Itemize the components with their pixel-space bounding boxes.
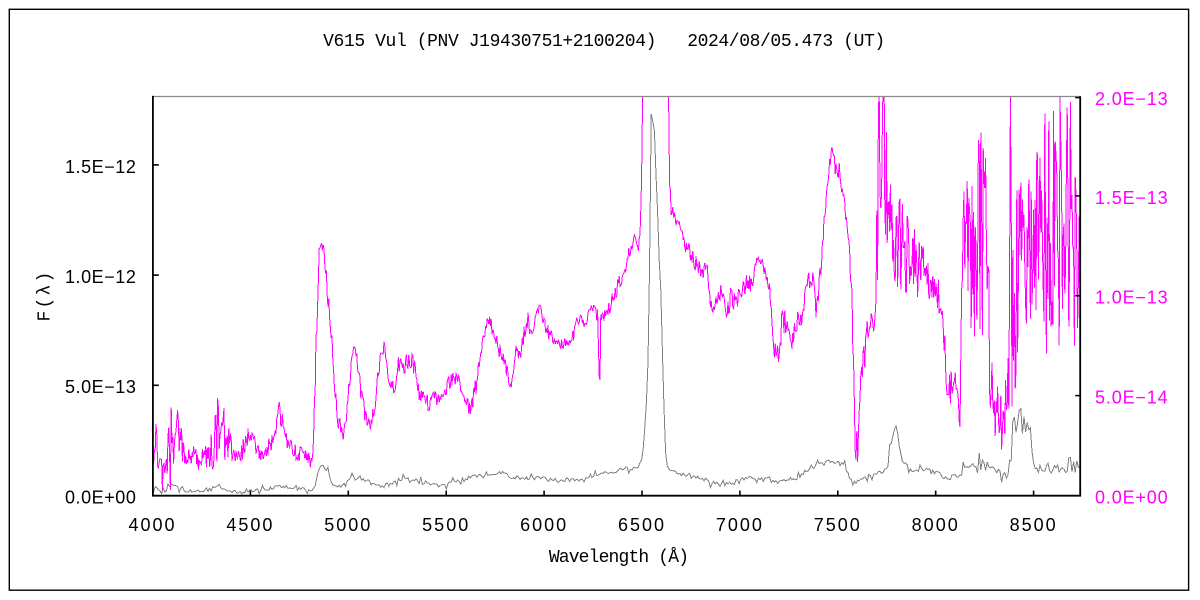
- svg-text:1.5E−12: 1.5E−12: [65, 157, 136, 177]
- svg-text:4500: 4500: [226, 515, 274, 535]
- svg-text:1.5E−13: 1.5E−13: [1095, 188, 1169, 208]
- svg-text:2.0E−13: 2.0E−13: [1095, 89, 1169, 109]
- svg-text:F(λ): F(λ): [36, 269, 56, 321]
- svg-text:6500: 6500: [618, 515, 666, 535]
- svg-text:V615 Vul (PNV J19430751+210020: V615 Vul (PNV J19430751+2100204) 2024/08…: [323, 32, 885, 52]
- svg-text:6000: 6000: [520, 515, 568, 535]
- svg-text:1.0E−12: 1.0E−12: [65, 267, 136, 287]
- svg-text:8500: 8500: [1010, 515, 1058, 535]
- svg-text:7000: 7000: [716, 515, 764, 535]
- svg-text:8000: 8000: [912, 515, 960, 535]
- svg-text:1.0E−13: 1.0E−13: [1095, 288, 1169, 308]
- svg-text:5.0E−14: 5.0E−14: [1095, 388, 1169, 408]
- svg-text:0.0E+00: 0.0E+00: [65, 487, 136, 507]
- svg-text:7500: 7500: [814, 515, 862, 535]
- svg-text:5500: 5500: [422, 515, 470, 535]
- svg-text:Wavelength (Å): Wavelength (Å): [549, 547, 688, 568]
- svg-text:5.0E−13: 5.0E−13: [65, 377, 136, 397]
- svg-text:4000: 4000: [128, 515, 176, 535]
- svg-text:5000: 5000: [324, 515, 372, 535]
- svg-text:0.0E+00: 0.0E+00: [1095, 487, 1169, 507]
